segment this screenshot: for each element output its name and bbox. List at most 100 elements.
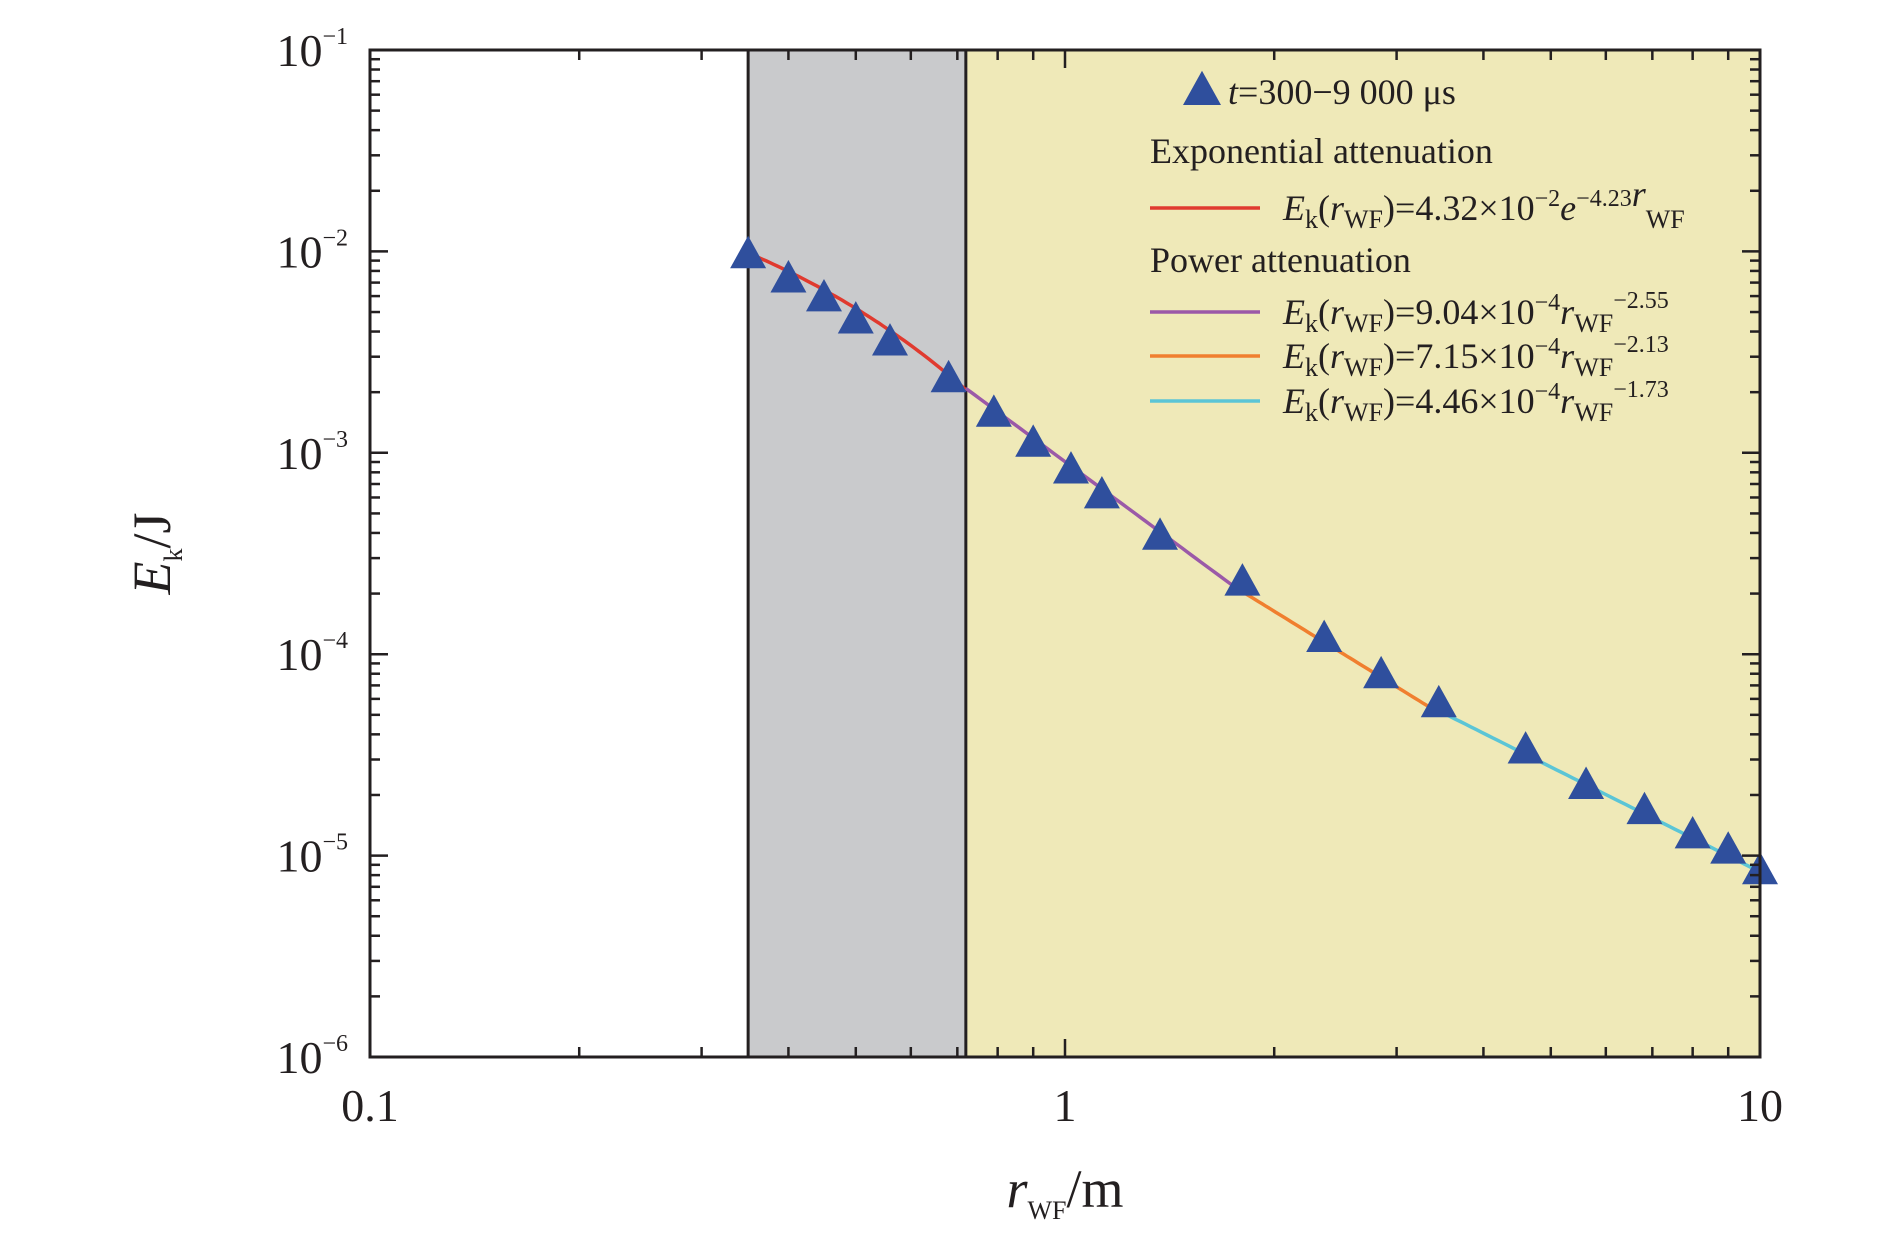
shaded-regions (746, 50, 1760, 1057)
fit-label-r-sub: WF (1574, 398, 1613, 427)
fit-label-E-sub: k (1305, 353, 1318, 382)
fit-label-E: E (1282, 336, 1305, 376)
data-point (1306, 619, 1343, 653)
fit-label-E-sub: k (1305, 309, 1318, 338)
x-axis-title-sub: WF (1028, 1196, 1067, 1225)
fit-label-open: ( (1318, 336, 1330, 376)
data-points (730, 235, 1778, 885)
y-tick-exponent: −5 (322, 830, 348, 856)
fit-label-coef-exp: −2 (1535, 186, 1561, 212)
y-tick-label: 10−5 (276, 830, 348, 882)
fit-label-coef: 4.32×10 (1415, 188, 1534, 228)
data-point (1015, 424, 1052, 457)
y-tick-base: 10 (276, 226, 322, 277)
y-axis-title: Ek/J (122, 512, 188, 595)
legend: t=300−9 000 μs Exponential attenuation Pow… (1150, 70, 1685, 427)
data-point (837, 301, 874, 334)
fit-label-E: E (1282, 292, 1305, 332)
legend-marker (1183, 70, 1221, 105)
fit-label-e-exp: −4.23 (1576, 186, 1632, 212)
data-point (730, 235, 767, 269)
fit-label-close: )= (1383, 336, 1415, 376)
y-tick-base: 10 (276, 831, 322, 882)
y-axis-title-main: E (122, 562, 182, 596)
fit-label-close: )= (1383, 292, 1415, 332)
fit-label-coef: 7.15×10 (1415, 336, 1534, 376)
region-2 (965, 50, 1760, 1057)
y-tick-labels: 10−610−510−410−310−210−1 (276, 24, 348, 1083)
fit-label-var-sub: WF (1344, 205, 1383, 234)
y-tick-exponent: −2 (322, 225, 348, 251)
fit-label-r-exp: −2.13 (1613, 332, 1669, 358)
data-point (1626, 791, 1663, 825)
fit-label-coef-exp: −4 (1535, 290, 1561, 316)
fit-label-E: E (1282, 188, 1305, 228)
data-point (1363, 655, 1400, 689)
y-tick-exponent: −4 (322, 628, 348, 654)
y-tick-base: 10 (276, 428, 322, 479)
fit-label-r: r (1560, 336, 1575, 376)
data-point (1083, 475, 1120, 509)
y-axis-title-sub: k (159, 549, 188, 562)
fit-label-open: ( (1318, 292, 1330, 332)
fit-label-e: e (1560, 188, 1576, 228)
legend-points-rest: =300−9 000 μs (1238, 72, 1456, 112)
y-tick-label: 10−3 (276, 427, 348, 479)
y-tick-base: 10 (276, 25, 322, 76)
fit-label-r: r (1632, 174, 1647, 214)
fit-label-var-sub: WF (1344, 398, 1383, 427)
y-tick-exponent: −6 (322, 1031, 348, 1057)
data-point (805, 278, 842, 312)
fit-label-r: r (1560, 292, 1575, 332)
data-point (930, 359, 967, 393)
fit-label-var: r (1330, 336, 1345, 376)
fit-label-open: ( (1318, 188, 1330, 228)
y-tick-label: 10−1 (276, 24, 348, 76)
x-axis-title: rWF/m (1006, 1159, 1123, 1225)
y-tick-base: 10 (276, 629, 322, 680)
y-tick-label: 10−4 (276, 628, 348, 680)
y-tick-exponent: −3 (322, 427, 348, 453)
fit-label-close: )= (1383, 188, 1415, 228)
data-point (1142, 517, 1179, 550)
y-tick-label: 10−2 (276, 225, 348, 277)
y-axis-title-tail: /J (122, 512, 182, 548)
data-point (1224, 563, 1261, 596)
legend-label-fit-4: Ek(rWF)=4.46×10−4rWF−1.73 (1282, 377, 1669, 427)
legend-label-points: t=300−9 000 μs (1228, 72, 1456, 112)
fit-label-var: r (1330, 292, 1345, 332)
fit-label-E: E (1282, 381, 1305, 421)
x-tick-labels: 0.1 1 10 (341, 1080, 1783, 1131)
fit-label-coef-exp: −4 (1535, 379, 1561, 405)
fit-label-r-sub: WF (1574, 353, 1613, 382)
data-point (770, 260, 807, 293)
x-axis-title-tail: /m (1067, 1159, 1124, 1219)
fit-label-coef: 9.04×10 (1415, 292, 1534, 332)
legend-label-fit-1: Ek(rWF)=4.32×10−2e−4.23rWF (1282, 174, 1685, 234)
data-point (1710, 831, 1747, 864)
x-axis-title-main: r (1006, 1159, 1028, 1219)
legend-points-var: t (1228, 72, 1239, 112)
fit-label-close: )= (1383, 381, 1415, 421)
legend-label-fit-2: Ek(rWF)=9.04×10−4rWF−2.55 (1282, 288, 1669, 338)
fit-label-var-sub: WF (1344, 353, 1383, 382)
fit-label-var-sub: WF (1344, 309, 1383, 338)
fit-label-r-exp: −1.73 (1613, 377, 1669, 403)
x-tick-label: 1 (1054, 1080, 1077, 1131)
x-tick-label: 0.1 (341, 1080, 399, 1131)
data-point (975, 394, 1012, 427)
fit-label-r-sub: WF (1574, 309, 1613, 338)
y-tick-label: 10−6 (276, 1031, 348, 1083)
legend-group-power: Power attenuation (1150, 240, 1411, 280)
data-point (871, 323, 908, 356)
y-tick-base: 10 (276, 1032, 322, 1083)
fit-label-r-sub: WF (1646, 205, 1685, 234)
fit-label-var: r (1330, 188, 1345, 228)
fit-curve-3 (1241, 590, 1440, 715)
fit-label-E-sub: k (1305, 205, 1318, 234)
data-point (1507, 731, 1544, 764)
fit-label-coef: 4.46×10 (1415, 381, 1534, 421)
data-point (1420, 684, 1457, 718)
fit-label-r-exp: −2.55 (1613, 288, 1669, 314)
